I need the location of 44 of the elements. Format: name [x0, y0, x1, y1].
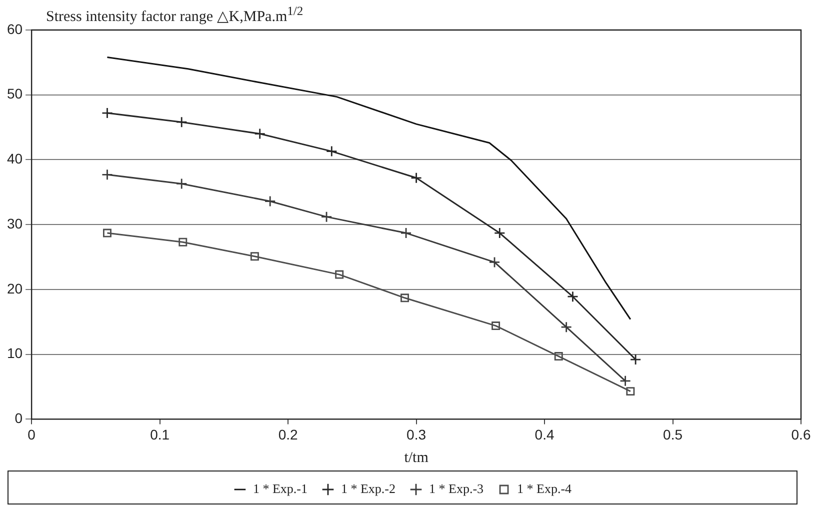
x-axis-title: t/tm	[404, 450, 429, 466]
legend-label: 1 * Exp.-1	[252, 480, 308, 496]
y-tick-label: 40	[6, 150, 23, 167]
y-tick-label: 0	[14, 410, 23, 426]
point	[264, 196, 276, 207]
legend-label: 1 * Exp.-2	[340, 480, 396, 496]
point	[102, 168, 113, 180]
legend-label: 1 * Exp.-3	[429, 480, 484, 496]
point	[254, 128, 266, 140]
y-tick-label: 60	[6, 20, 23, 37]
point	[620, 375, 632, 387]
point	[626, 387, 635, 396]
point	[400, 227, 412, 239]
point	[400, 294, 409, 302]
point	[630, 354, 642, 366]
x-tick-label: 0.3	[406, 426, 426, 442]
point	[102, 107, 113, 119]
point	[326, 146, 338, 157]
x-tick-label: 0.5	[663, 426, 683, 442]
y-tick-label: 50	[6, 86, 23, 102]
point	[176, 116, 188, 128]
point	[488, 256, 500, 268]
x-tick-label: 0.4	[534, 426, 554, 442]
point	[567, 290, 578, 302]
point	[178, 238, 188, 246]
point	[250, 252, 259, 261]
y-tick-label: 10	[6, 345, 23, 362]
point	[554, 352, 563, 361]
x-tick-label: 0.2	[278, 426, 298, 442]
point	[320, 211, 332, 223]
y-tick-label: 30	[6, 215, 23, 232]
legend-label: 1 * Exp.-4	[517, 480, 572, 496]
point	[410, 172, 422, 184]
point	[102, 228, 112, 238]
x-tick-label: 0.1	[150, 426, 170, 442]
point	[560, 321, 572, 333]
y-axis-title: Stress intensity factor range △K,MPa.m$^{1/2}$	[46, 4, 304, 26]
point	[335, 270, 344, 279]
point	[176, 178, 188, 190]
point	[492, 322, 500, 330]
y-tick-label: 20	[6, 280, 23, 296]
x-tick-label: 0.6	[791, 426, 811, 442]
point	[494, 227, 506, 239]
x-tick-label: 0	[28, 426, 36, 442]
